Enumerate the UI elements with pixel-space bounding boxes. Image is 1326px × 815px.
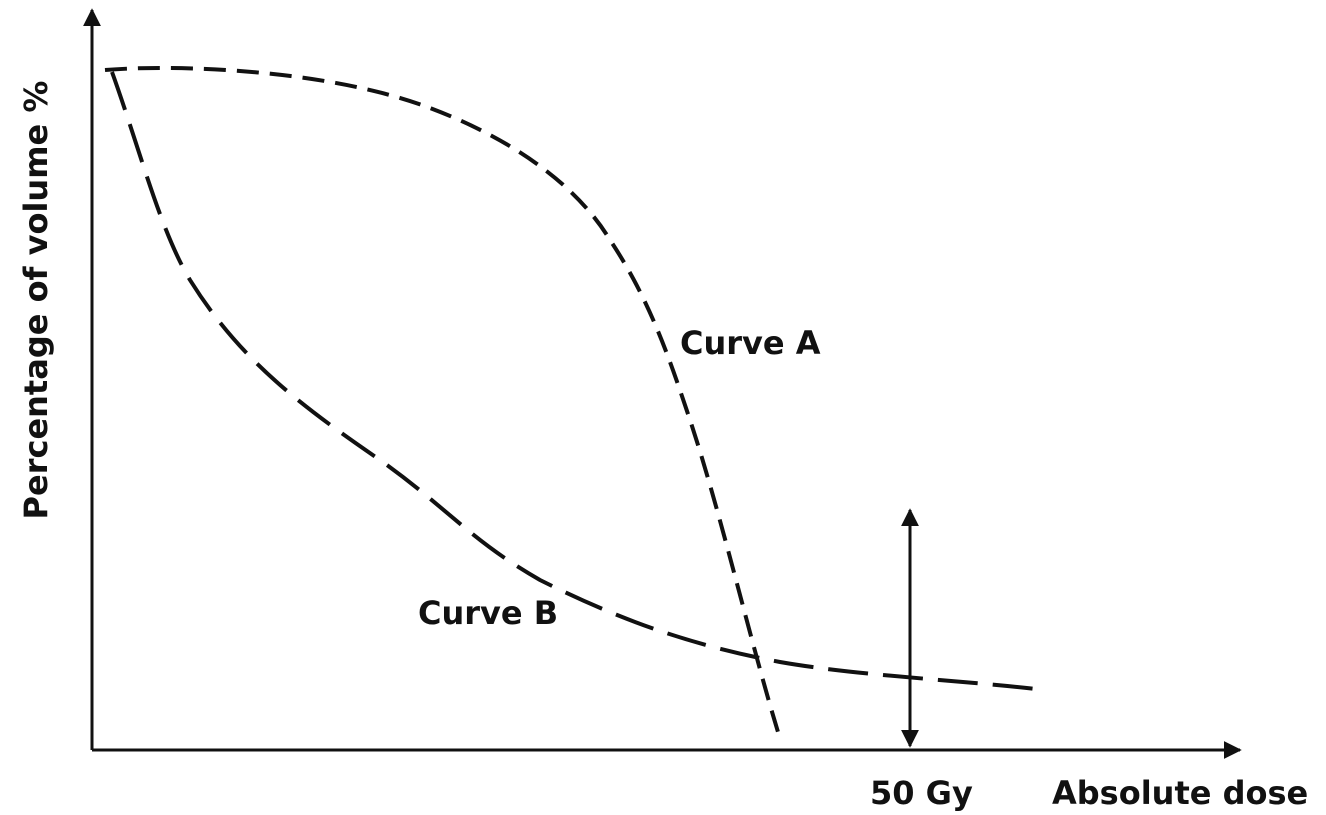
curve-label: Curve A xyxy=(680,324,821,362)
curve-b xyxy=(110,71,1046,692)
marker-label: 50 Gy xyxy=(870,774,973,812)
y-axis-label: Percentage of volume % xyxy=(17,81,55,520)
curve-a xyxy=(104,65,780,733)
curve-label: Curve B xyxy=(418,594,558,632)
x-axis-label: Absolute dose xyxy=(1052,774,1308,812)
